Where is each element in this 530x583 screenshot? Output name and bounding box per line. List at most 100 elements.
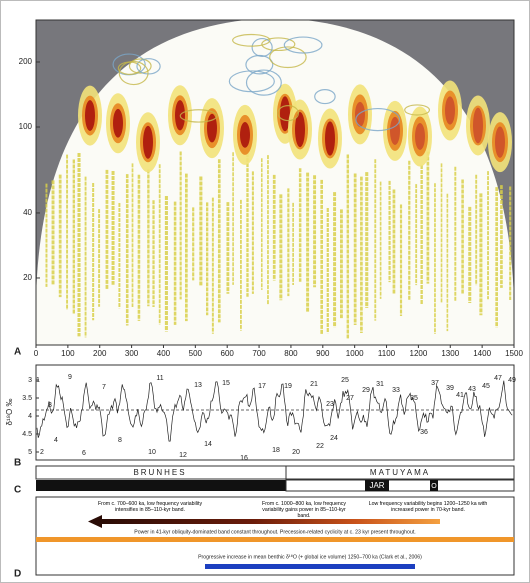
panel-label: A	[14, 347, 21, 358]
peak-label: 2	[40, 449, 44, 456]
y-tick-label: 3	[28, 377, 32, 384]
x-tick-label: 400	[157, 349, 171, 358]
panel-d: From c. 700–600 ka, low frequency variab…	[35, 496, 515, 576]
note: Power in 41-kyr obliquity-dominated band…	[134, 529, 415, 535]
note: From c. 700–600 ka, low frequency variab…	[97, 501, 203, 513]
x-tick-label: 300	[125, 349, 139, 358]
peak-label: 1	[36, 377, 40, 384]
peak-label: 24	[330, 435, 338, 442]
subchron-label: JAR	[369, 481, 384, 490]
constant-band-bar	[36, 537, 514, 542]
arrow-head	[88, 515, 102, 528]
peak-label: 39	[446, 385, 454, 392]
x-tick-label: 800	[284, 349, 298, 358]
trend-arrow	[100, 519, 440, 524]
peak-label: 36	[420, 429, 428, 436]
x-tick-label: 1200	[410, 349, 428, 358]
peak-label: 23	[326, 401, 334, 408]
cool-band	[269, 46, 307, 69]
power-peak	[240, 122, 250, 148]
subchron-label: O	[431, 483, 437, 490]
peak-label: 6	[82, 450, 86, 457]
power-peak	[85, 100, 95, 131]
peak-label: 14	[204, 441, 212, 448]
cool-band	[355, 107, 401, 132]
y-tick-label: 4	[28, 413, 32, 420]
x-tick-label: 100	[61, 349, 75, 358]
x-tick-label: 1000	[346, 349, 364, 358]
peak-label: 4	[54, 437, 58, 444]
peak-label: 15	[222, 380, 230, 387]
peak-label: 41	[456, 392, 464, 399]
ice-volume-bar	[205, 564, 415, 569]
power-peak	[295, 111, 305, 148]
peak-label: 8	[118, 437, 122, 444]
panel-b-frame	[35, 364, 515, 461]
peak-label: 19	[284, 383, 292, 390]
d18o-curve	[36, 380, 513, 442]
y-tick-label: 20	[23, 273, 32, 282]
peak-label: 35	[410, 395, 418, 402]
panel-a-frame	[35, 19, 515, 346]
peak-label: 20	[292, 449, 300, 456]
note-box: Low frequency variability begins 1200–12…	[369, 501, 488, 513]
peak-label: 13	[194, 382, 202, 389]
peak-label: 27	[346, 395, 354, 402]
peak-label: 43	[468, 386, 476, 393]
cool-band	[283, 36, 323, 54]
panel-b	[35, 364, 515, 461]
note: From c. 1000–800 ka, low frequency varia…	[262, 501, 346, 517]
cool-band	[179, 109, 218, 123]
peak-label: 16	[240, 455, 248, 462]
peak-label: 17	[258, 383, 266, 390]
cool-band	[128, 58, 152, 74]
peak-label: 3	[48, 402, 52, 409]
power-peak	[355, 101, 365, 127]
panel-c: BRUNHES MATUYAMA JAR O	[35, 465, 515, 492]
note-box: From c. 1000–800 ka, low frequency varia…	[262, 501, 346, 517]
cool-band	[232, 33, 271, 47]
peak-label: 7	[102, 384, 106, 391]
x-tick-label: 1500	[505, 349, 523, 358]
peak-label: 10	[148, 449, 156, 456]
x-tick-label: 1300	[441, 349, 459, 358]
cool-band	[245, 69, 282, 96]
x-tick-label: 900	[316, 349, 330, 358]
y-tick-label: 100	[19, 122, 33, 131]
power-peak	[473, 107, 483, 144]
y-tick-label: 3.5	[22, 395, 32, 402]
y-tick-label: 40	[23, 208, 32, 217]
x-tick-label: 1400	[473, 349, 491, 358]
chron-label: BRUNHES	[133, 468, 186, 477]
panel-d-frame	[35, 496, 515, 576]
x-tick-label: 0	[34, 349, 39, 358]
cool-band	[277, 105, 300, 122]
panel-label: D	[14, 569, 21, 580]
power-peak	[325, 121, 335, 156]
chron-box	[285, 465, 515, 480]
power-peak	[445, 96, 455, 125]
note: Progressive increase in mean benthic δ¹⁸…	[198, 554, 422, 560]
cool-band	[261, 37, 296, 52]
peak-label: 37	[431, 380, 439, 387]
peak-label: 21	[310, 381, 318, 388]
y-tick-label: 4.5	[22, 431, 32, 438]
x-tick-label: 1100	[378, 349, 396, 358]
x-tick-label: 700	[252, 349, 266, 358]
note-box: From c. 700–600 ka, low frequency variab…	[97, 501, 203, 513]
x-tick-label: 500	[189, 349, 203, 358]
peak-label: 22	[316, 443, 324, 450]
power-peak	[390, 116, 400, 145]
cool-band	[228, 70, 275, 93]
y-axis-label: δ¹⁸O ‰	[5, 399, 14, 426]
panel-label: C	[14, 485, 21, 496]
panel-label: B	[14, 458, 21, 469]
wavelet-spectrum	[36, 18, 514, 345]
peak-label: 12	[179, 452, 187, 459]
subchron-bar	[365, 480, 389, 491]
y-tick-label: 200	[19, 57, 33, 66]
power-peak	[495, 126, 505, 158]
peak-label: 9	[68, 374, 72, 381]
peak-label: 18	[272, 447, 280, 454]
